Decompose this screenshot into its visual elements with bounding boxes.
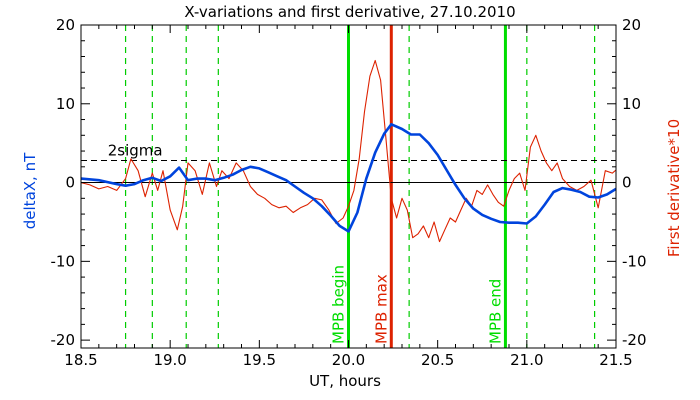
y-tick-label-right: -20 xyxy=(622,331,647,349)
y-tick-label-right: 0 xyxy=(622,174,632,192)
y-tick-label-left: -20 xyxy=(51,331,76,349)
vertical-line-label: MPB max xyxy=(372,274,390,344)
y-axis-label-right: First derivative*10 xyxy=(665,119,683,257)
y-axis-label-left: deltaX, nT xyxy=(21,152,39,229)
x-tick-label: 19.0 xyxy=(153,351,186,369)
threshold-label: 2sigma xyxy=(108,142,163,160)
x-tick-label: 20.5 xyxy=(421,351,454,369)
x-tick-label: 21.0 xyxy=(510,351,543,369)
y-tick-label-right: 10 xyxy=(622,95,641,113)
derivative-series-line xyxy=(80,59,617,243)
y-tick-label-right: -10 xyxy=(622,252,647,270)
x-tick-label: 21.5 xyxy=(599,351,632,369)
vertical-line-labels: MPB begin MPB max MPB end xyxy=(330,265,505,344)
y-tick-label-left: 20 xyxy=(56,16,75,34)
vertical-lines-layer xyxy=(124,25,596,348)
vertical-line-label: MPB end xyxy=(486,279,504,344)
chart-title: X-variations and first derivative, 27.10… xyxy=(184,3,515,21)
vertical-line-label: MPB begin xyxy=(330,265,348,344)
series-layer xyxy=(80,59,617,243)
y-tick-label-left: -10 xyxy=(51,252,76,270)
x-tick-label: 19.5 xyxy=(243,351,276,369)
x-tick-label: 18.5 xyxy=(64,351,97,369)
ticks-layer: 18.5 19.0 19.5 20.0 20.5 21.0 21.5 20 20 10 10 0 0 -1… xyxy=(51,16,647,369)
x-tick-label: 20.0 xyxy=(332,351,365,369)
reference-lines-layer: 2sigma xyxy=(81,142,616,184)
y-tick-label-left: 10 xyxy=(56,95,75,113)
deltax-series-line xyxy=(80,123,617,233)
y-tick-label-left: 0 xyxy=(65,174,75,192)
x-axis-label: UT, hours xyxy=(309,372,381,390)
y-tick-label-right: 20 xyxy=(622,16,641,34)
